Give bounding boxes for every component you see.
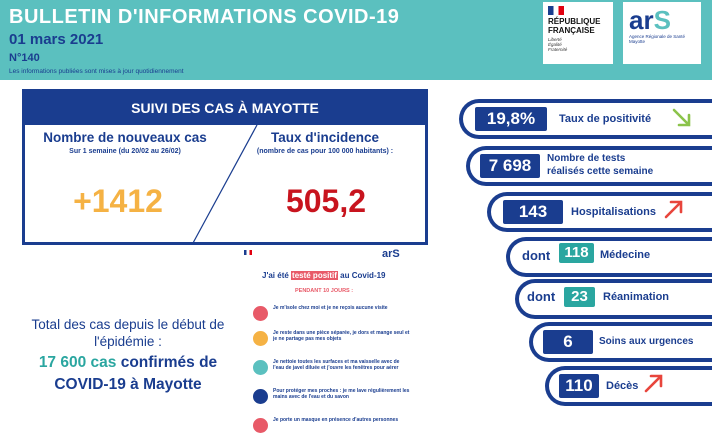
flyer-item-text: Je m'isole chez moi et je ne reçois aucu… [273,305,388,311]
flyer-item: Je porte un masque en présence d'autres … [253,416,410,438]
bulletin-number: N°140 [9,52,40,64]
handwash-icon [253,389,268,404]
bulletin-date: 01 mars 2021 [9,31,104,48]
stat-label: Médecine [600,249,651,261]
stat-value: 6 [543,330,593,354]
update-note: Les informations publiées sont mises à j… [9,68,184,75]
flyer-item-text: Pour protéger mes proches : je me lave r… [273,388,410,400]
stat-prefix: dont [522,248,551,263]
ars-mini-logo: arS [382,248,400,260]
trend-down-icon [672,108,691,127]
stat-label: Taux de positivité [559,113,652,125]
trend-up-icon [644,374,663,393]
stat-label: réalisés cette semaine [547,166,654,177]
stat-label: Soins aux urgences [599,336,694,347]
stat-medecine: dont 118 Médecine [506,237,712,277]
stat-label: Hospitalisations [571,206,656,218]
isolation-flyer: arS J'ai été testé positif au Covid-19 P… [240,248,410,440]
rf-motto-line: Égalité [548,42,562,47]
stat-label: Réanimation [603,291,670,303]
ars-mark-a: ar [629,5,654,35]
stat-urgences: 6 Soins aux urgences [529,322,712,362]
incidence-unit: (nombre de cas pour 100 000 habitants) : [256,148,394,155]
flyer-item-text: Je porte un masque en présence d'autres … [273,417,399,423]
rf-motto-line: Fraternité [548,47,568,52]
ars-logo: arS Agence Régionale de Santé Mayotte [623,2,701,64]
total-line: COVID-19 à Mayotte [54,376,202,393]
home-icon [253,306,268,321]
flag-icon [244,250,252,255]
flag-icon [548,6,564,15]
total-cases-block: Total des cas depuis le début de l'épidé… [10,316,246,395]
rf-motto-line: Liberté [548,37,562,42]
stat-label: Nombre de tests [547,153,626,164]
bed-icon [253,331,268,346]
rf-name-line: RÉPUBLIQUE [548,17,601,26]
suivi-panel: SUIVI DES CAS À MAYOTTE Nombre de nouvea… [22,89,428,245]
stat-deces: 110 Décès [545,366,712,406]
stat-prefix: dont [527,289,556,304]
rf-name-line: FRANÇAISE [548,25,595,35]
total-line: l'épidémie : [94,334,162,349]
stat-value: 7 698 [480,154,540,178]
flyer-title-post: au Covid-19 [337,271,386,280]
header-banner: BULLETIN D'INFORMATIONS COVID-19 01 mars… [0,0,712,80]
trend-up-icon [664,200,683,219]
stat-positivity: 19,8% Taux de positivité [459,99,712,139]
flyer-title-pre: J'ai été [262,271,292,280]
suivi-title: SUIVI DES CAS À MAYOTTE [25,92,425,125]
ars-subtitle: Agence Régionale de Santé Mayotte [629,34,686,44]
flyer-item: Je reste dans une pièce séparée, je dors… [253,329,410,351]
panel-divider [192,125,258,243]
total-cases-count: 17 600 cas [38,354,117,371]
flyer-title: J'ai été testé positif au Covid-19 [262,271,386,280]
stat-tests: 7 698 Nombre de tests réalisés cette sem… [466,146,712,186]
total-line: confirmés de [116,354,218,371]
new-cases-block: Nombre de nouveaux cas Sur 1 semaine (du… [25,130,225,155]
incidence-title: Taux d'incidence [271,130,379,145]
stat-value: 23 [564,287,595,307]
flyer-subtitle: PENDANT 10 JOURS : [295,288,354,294]
ars-mark-s: S [653,5,671,35]
flyer-item: Je m'isole chez moi et je ne reçois aucu… [253,304,410,326]
incidence-block: Taux d'incidence (nombre de cas pour 100… [225,130,425,155]
stat-hospitalisations: 143 Hospitalisations [487,192,712,232]
stat-value: 118 [559,243,594,263]
bulletin-title: BULLETIN D'INFORMATIONS COVID-19 [9,6,400,28]
new-cases-period: Sur 1 semaine (du 20/02 au 26/02) [69,148,181,155]
stat-value: 143 [503,200,563,224]
flyer-item-text: Je nettoie toutes les surfaces et ma vai… [273,359,400,371]
flyer-item: Je nettoie toutes les surfaces et ma vai… [253,358,410,380]
mask-icon [253,418,268,433]
new-cases-value: +1412 [73,183,163,219]
stat-value: 19,8% [475,107,547,131]
flyer-item-text: Je reste dans une pièce séparée, je dors… [273,330,410,342]
incidence-value: 505,2 [285,183,367,219]
stat-reanimation: dont 23 Réanimation [515,279,712,319]
stat-value: 110 [559,374,599,398]
flyer-title-highlight: testé positif [291,271,338,280]
flyer-item: Pour protéger mes proches : je me lave r… [253,387,410,409]
new-cases-title: Nombre de nouveaux cas [43,130,207,145]
cleaning-icon [253,360,268,375]
stat-label: Décès [606,380,639,392]
total-line: Total des cas depuis le début de [31,317,225,332]
republique-francaise-logo: RÉPUBLIQUE FRANÇAISE Liberté Égalité Fra… [543,2,613,64]
